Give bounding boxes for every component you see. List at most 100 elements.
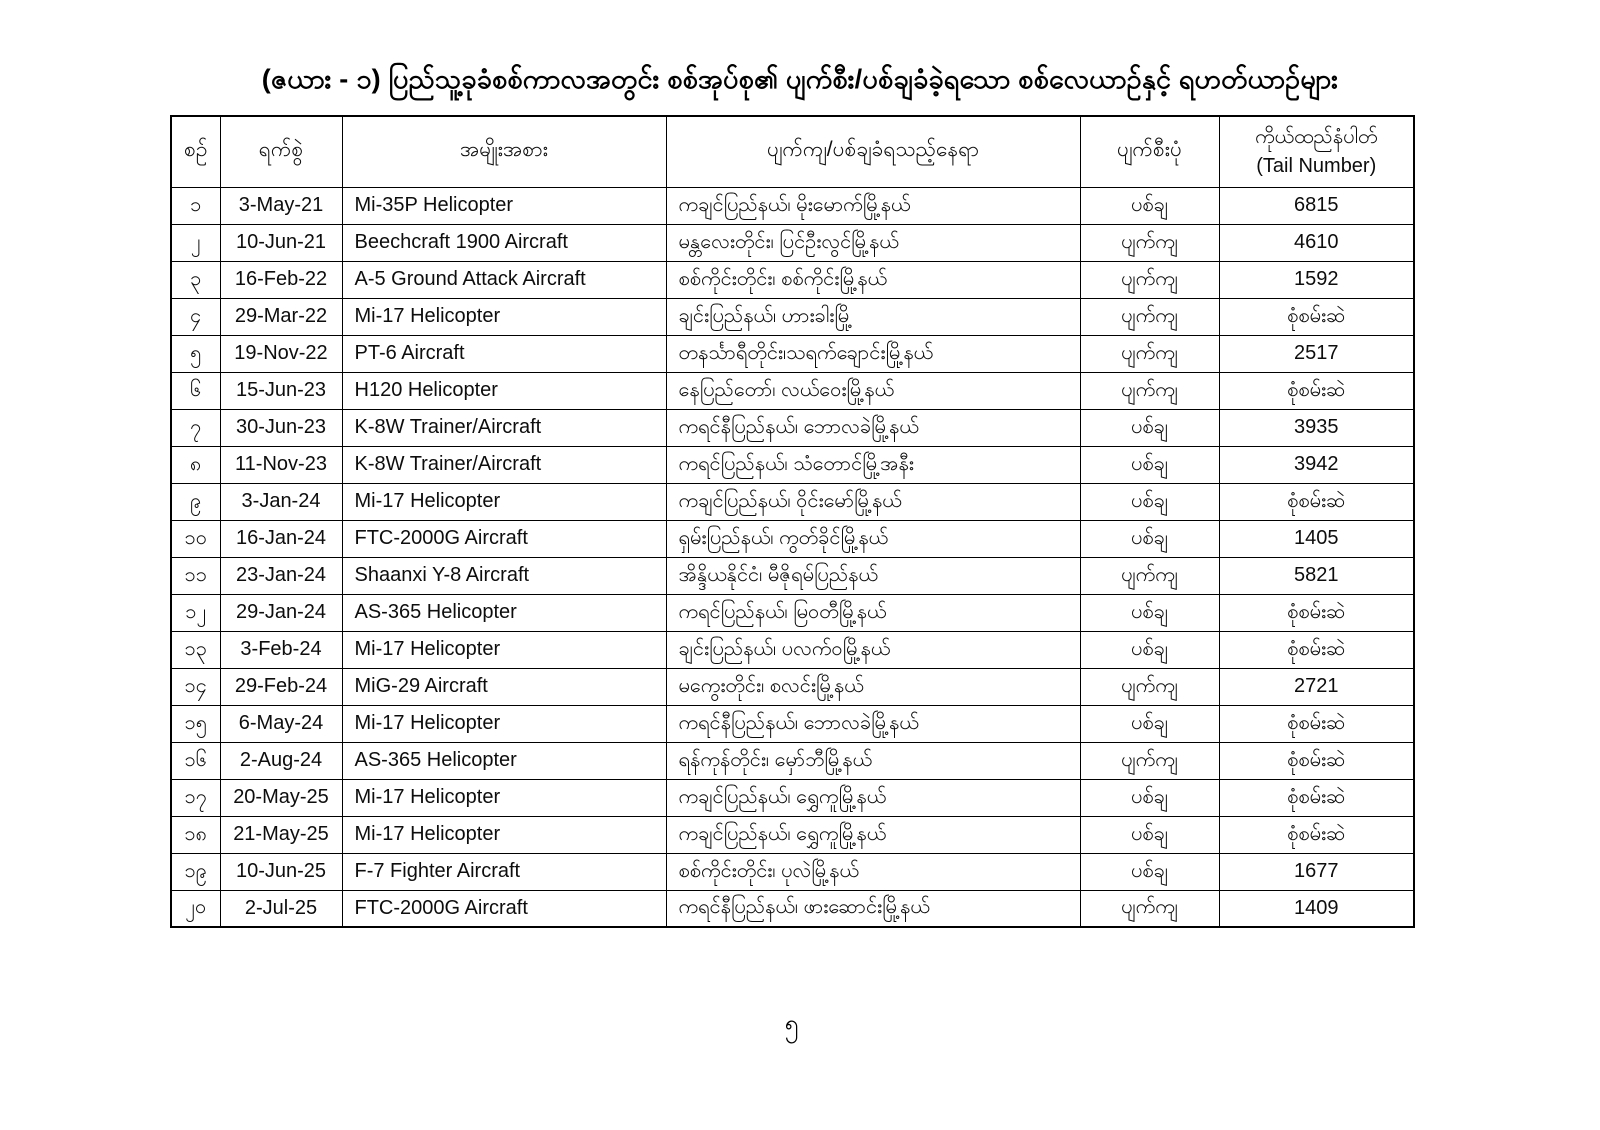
cell-tail-number: 4610 [1218, 223, 1415, 262]
column-header-tail-number-burmese: ကိုယ်ထည်နံပါတ် [1255, 125, 1378, 148]
cell-tail-number: စုံစမ်းဆဲ [1218, 482, 1415, 521]
cell-location: မန္တလေးတိုင်း၊ ပြင်ဦးလွင်မြို့နယ် [665, 223, 1081, 262]
cell-serial-number: ၉ [170, 482, 221, 521]
cell-aircraft-type: AS-365 Helicopter [341, 593, 667, 632]
cell-serial-number: ၁၄ [170, 667, 221, 706]
cell-serial-number: ၁၃ [170, 630, 221, 669]
cell-location: ကချင်ပြည်နယ်၊ ရွှေကူမြို့နယ် [665, 778, 1081, 817]
cell-location: တနင်္သာရီတိုင်း၊သရက်ချောင်းမြို့နယ် [665, 334, 1081, 373]
cell-location: ကရင်နီပြည်နယ်၊ ဘောလခဲမြို့နယ် [665, 704, 1081, 743]
cell-aircraft-type: Mi-35P Helicopter [341, 186, 667, 225]
cell-serial-number: ၁ [170, 186, 221, 225]
table-row: ၃ 16-Feb-22 A-5 Ground Attack Aircraft စစ်က… [170, 260, 1415, 299]
cell-tail-number: စုံစမ်းဆဲ [1218, 778, 1415, 817]
cell-aircraft-type: Mi-17 Helicopter [341, 778, 667, 817]
cell-location: အိန္ဒိယနိုင်ငံ၊ မီဇိုရမ်ပြည်နယ် [665, 556, 1081, 595]
table-row: ၁၈ 21-May-25 Mi-17 Helicopter ကချင်ပြည်နယ်၊… [170, 815, 1415, 854]
table-row: ၁၄ 29-Feb-24 MiG-29 Aircraft မကွေးတိုင်း၊ စ… [170, 667, 1415, 706]
column-header-type: အမျိုးအစား [341, 115, 667, 188]
cell-location: ကရင်ပြည်နယ်၊ သံတောင်မြို့အနီး [665, 445, 1081, 484]
table-row: ၂၀ 2-Jul-25 FTC-2000G Aircraft ကရင်နီပြည်နယ… [170, 889, 1415, 928]
cell-date: 29-Jan-24 [219, 593, 343, 632]
cell-location: ကချင်ပြည်နယ်၊ မိုးမောက်မြို့နယ် [665, 186, 1081, 225]
cell-tail-number: 6815 [1218, 186, 1415, 225]
cell-aircraft-type: Mi-17 Helicopter [341, 704, 667, 743]
cell-serial-number: ၁၉ [170, 852, 221, 891]
cell-aircraft-type: Beechcraft 1900 Aircraft [341, 223, 667, 262]
cell-tail-number: 5821 [1218, 556, 1415, 595]
table-row: ၇ 30-Jun-23 K-8W Trainer/Aircraft ကရင်နီပြည… [170, 408, 1415, 447]
cell-serial-number: ၁၁ [170, 556, 221, 595]
cell-tail-number: 1405 [1218, 519, 1415, 558]
cell-serial-number: ၈ [170, 445, 221, 484]
column-header-damage: ပျက်စီးပုံ [1079, 115, 1220, 188]
cell-serial-number: ၁၆ [170, 741, 221, 780]
cell-damage-status: ပျက်ကျ [1079, 667, 1220, 706]
cell-serial-number: ၅ [170, 334, 221, 373]
cell-tail-number: 1592 [1218, 260, 1415, 299]
cell-tail-number: 2517 [1218, 334, 1415, 373]
cell-date: 3-May-21 [219, 186, 343, 225]
table-row: ၁၀ 16-Jan-24 FTC-2000G Aircraft ရှမ်းပြည်နယ… [170, 519, 1415, 558]
table-row: ၁၅ 6-May-24 Mi-17 Helicopter ကရင်နီပြည်နယ်၊… [170, 704, 1415, 743]
cell-location: ကရင်ပြည်နယ်၊ မြဝတီမြို့နယ် [665, 593, 1081, 632]
cell-aircraft-type: K-8W Trainer/Aircraft [341, 445, 667, 484]
cell-date: 11-Nov-23 [219, 445, 343, 484]
cell-date: 3-Jan-24 [219, 482, 343, 521]
cell-date: 16-Jan-24 [219, 519, 343, 558]
cell-aircraft-type: Mi-17 Helicopter [341, 482, 667, 521]
cell-location: ချင်းပြည်နယ်၊ ဟားခါးမြို့ [665, 297, 1081, 336]
cell-tail-number: စုံစမ်းဆဲ [1218, 630, 1415, 669]
cell-date: 29-Mar-22 [219, 297, 343, 336]
cell-damage-status: ပျက်ကျ [1079, 297, 1220, 336]
table-row: ၁၂ 29-Jan-24 AS-365 Helicopter ကရင်ပြည်နယ်၊… [170, 593, 1415, 632]
cell-date: 10-Jun-21 [219, 223, 343, 262]
cell-location: စစ်ကိုင်းတိုင်း၊ စစ်ကိုင်းမြို့နယ် [665, 260, 1081, 299]
cell-location: မကွေးတိုင်း၊ စလင်းမြို့နယ် [665, 667, 1081, 706]
cell-aircraft-type: H120 Helicopter [341, 371, 667, 410]
column-header-serial: စဉ် [170, 115, 221, 188]
table-row: ၉ 3-Jan-24 Mi-17 Helicopter ကချင်ပြည်နယ်၊ ဝ… [170, 482, 1415, 521]
cell-tail-number: 3942 [1218, 445, 1415, 484]
cell-date: 16-Feb-22 [219, 260, 343, 299]
table-row: ၁၃ 3-Feb-24 Mi-17 Helicopter ချင်းပြည်နယ်၊ … [170, 630, 1415, 669]
cell-aircraft-type: Shaanxi Y-8 Aircraft [341, 556, 667, 595]
table-row: ၂ 10-Jun-21 Beechcraft 1900 Aircraft မန္တလေ… [170, 223, 1415, 262]
cell-serial-number: ၁၂ [170, 593, 221, 632]
cell-serial-number: ၆ [170, 371, 221, 410]
column-header-tail-number: ကိုယ်ထည်နံပါတ် (Tail Number) [1218, 115, 1415, 188]
cell-location: ကချင်ပြည်နယ်၊ ရွှေကူမြို့နယ် [665, 815, 1081, 854]
cell-tail-number: စုံစမ်းဆဲ [1218, 297, 1415, 336]
cell-tail-number: စုံစမ်းဆဲ [1218, 704, 1415, 743]
cell-damage-status: ပစ်ချ [1079, 445, 1220, 484]
table-row: ၁၆ 2-Aug-24 AS-365 Helicopter ရန်ကုန်တိုင်း… [170, 741, 1415, 780]
cell-location: ရန်ကုန်တိုင်း၊ မှော်ဘီမြို့နယ် [665, 741, 1081, 780]
table-row: ၈ 11-Nov-23 K-8W Trainer/Aircraft ကရင်ပြည်န… [170, 445, 1415, 484]
document-title: (ဇယား - ၁) ပြည်သူ့ခုခံစစ်ကာလအတွင်း စစ်အု… [261, 64, 1339, 94]
column-header-location: ပျက်ကျ/ပစ်ချခံရသည့်နေရာ [665, 115, 1081, 188]
cell-serial-number: ၃ [170, 260, 221, 299]
cell-damage-status: ပျက်ကျ [1079, 260, 1220, 299]
cell-date: 10-Jun-25 [219, 852, 343, 891]
cell-date: 23-Jan-24 [219, 556, 343, 595]
cell-tail-number: စုံစမ်းဆဲ [1218, 371, 1415, 410]
cell-damage-status: ပစ်ချ [1079, 519, 1220, 558]
table-row: ၁၁ 23-Jan-24 Shaanxi Y-8 Aircraft အိန္ဒိယနိ… [170, 556, 1415, 595]
cell-serial-number: ၂၀ [170, 889, 221, 928]
cell-location: ကရင်နီပြည်နယ်၊ ဖားဆောင်းမြို့နယ် [665, 889, 1081, 928]
aircraft-losses-table: စဉ် ရက်စွဲ အမျိုးအစား ပျက်ကျ/ပစ်ချခံရသည့… [170, 115, 1415, 928]
cell-damage-status: ပျက်ကျ [1079, 889, 1220, 928]
cell-date: 15-Jun-23 [219, 371, 343, 410]
cell-serial-number: ၇ [170, 408, 221, 447]
cell-tail-number: စုံစမ်းဆဲ [1218, 741, 1415, 780]
cell-date: 20-May-25 [219, 778, 343, 817]
cell-damage-status: ပစ်ချ [1079, 186, 1220, 225]
cell-date: 19-Nov-22 [219, 334, 343, 373]
cell-damage-status: ပစ်ချ [1079, 482, 1220, 521]
cell-date: 2-Aug-24 [219, 741, 343, 780]
cell-serial-number: ၁၀ [170, 519, 221, 558]
cell-aircraft-type: F-7 Fighter Aircraft [341, 852, 667, 891]
cell-aircraft-type: FTC-2000G Aircraft [341, 519, 667, 558]
table-row: ၁၇ 20-May-25 Mi-17 Helicopter ကချင်ပြည်နယ်၊… [170, 778, 1415, 817]
cell-damage-status: ပစ်ချ [1079, 778, 1220, 817]
